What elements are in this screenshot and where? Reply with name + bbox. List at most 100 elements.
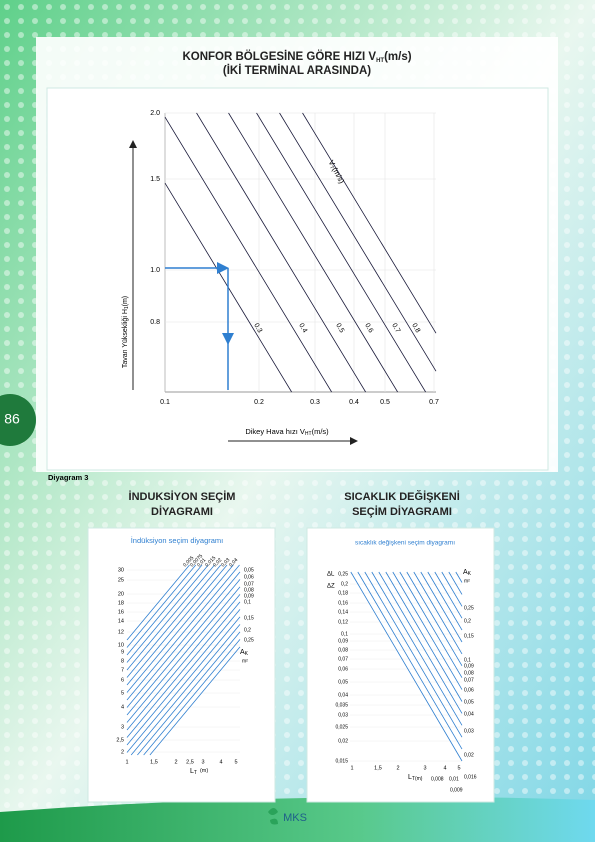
- y-tick-label: 1.5: [150, 176, 160, 183]
- diagonal-line: [130, 624, 241, 756]
- line-label: 0.8: [410, 322, 421, 334]
- x-tick-label: 2: [174, 759, 177, 765]
- diagonal-line: [364, 571, 463, 738]
- x-tick-label: 2: [396, 765, 399, 771]
- y-tick-label: 5: [121, 690, 124, 696]
- line-label: 0.3: [252, 322, 263, 334]
- diagonal-line: [126, 594, 241, 731]
- right-label: 0,016: [464, 774, 477, 780]
- top-label: 0,02: [212, 557, 223, 568]
- page-number-badge: [0, 394, 36, 446]
- main-diagram: 2.0 1.5 1.0 0.8 0.1 0.2 0.3 0.4 0.5 0.7 0.3 0.4 0.5 0…: [150, 110, 439, 406]
- y-tick-label: 2,5: [116, 737, 124, 743]
- x-tick-label: 4: [443, 765, 446, 771]
- y-tick-label: 0,035: [335, 702, 348, 708]
- y-tick-label: 0,08: [338, 647, 348, 653]
- y-axis-label: Tavan Yüksekliği H1(m): [122, 296, 130, 368]
- diagonal-line: [126, 564, 203, 656]
- diagonal-line: [406, 571, 463, 667]
- diagonal-line: [427, 571, 463, 631]
- right-label: 0,08: [244, 587, 254, 593]
- diagonal-line: [256, 112, 426, 393]
- x-tick-label: 1,5: [374, 765, 382, 771]
- right-label: 0,2: [464, 618, 471, 624]
- logo: MKS: [283, 812, 307, 824]
- diagonal-line: [126, 601, 241, 738]
- y-tick-label: 0,14: [338, 609, 348, 615]
- right-label: 0,02: [464, 752, 474, 758]
- y-tick-label: 0,03: [338, 712, 348, 718]
- page-number: 86: [4, 411, 20, 427]
- y-tick-label: 0,09: [338, 638, 348, 644]
- right-label: 0,03: [464, 728, 474, 734]
- diagonal-line: [420, 571, 463, 643]
- diagonal-line: [350, 571, 463, 762]
- line-label: 0.4: [297, 322, 308, 334]
- y-tick-label: 0,015: [335, 758, 348, 764]
- diagonal-line: [126, 616, 241, 753]
- right-label: 0,06: [244, 574, 254, 580]
- right-label: 0,05: [244, 567, 254, 573]
- diagonal-line: [137, 631, 241, 756]
- x-tick-label: 0.1: [160, 399, 170, 406]
- x-tick-label: 0.5: [380, 399, 390, 406]
- left-title: İndüksiyon seçim diyagramı: [131, 536, 224, 545]
- diagonal-line: [164, 116, 332, 393]
- top-label: 0,03: [220, 557, 231, 568]
- diagonal-line: [392, 571, 463, 690]
- diagonal-line: [126, 571, 241, 708]
- section-heading: SICAKLIK DEĞİŞKENİ: [344, 490, 460, 503]
- line-label: 0.5: [334, 322, 345, 334]
- right-label: 0,06: [464, 687, 474, 693]
- y-tick-label: 0,18: [338, 590, 348, 596]
- main-title: KONFOR BÖLGESİNE GÖRE HIZI VHT(m/s): [182, 50, 411, 64]
- y-tick-label: 9: [121, 649, 124, 655]
- y-tick-label: 0.8: [150, 319, 160, 326]
- bottom-swoosh: [0, 796, 595, 842]
- diagonal-line: [126, 609, 241, 746]
- y-tick-label: 8: [121, 658, 124, 664]
- x-tick-label: 0.2: [254, 399, 264, 406]
- main-subtitle: (İKİ TERMİNAL ARASINDA): [223, 64, 371, 77]
- section-heading: İNDUKSİYON SEÇİM: [129, 490, 236, 503]
- right-label: 0,09: [464, 663, 474, 669]
- caption: Diyagram 3: [48, 473, 88, 482]
- bottom-label: 0,01: [449, 776, 459, 782]
- right-label: 0,1: [464, 657, 471, 663]
- x-tick-label: 1: [350, 765, 353, 771]
- diagonal-line: [126, 564, 197, 648]
- line-label: 0.7: [390, 322, 401, 334]
- right-label: 0,09: [244, 593, 254, 599]
- right-label: 0,25: [244, 637, 254, 643]
- y-tick-label: 0,12: [338, 619, 348, 625]
- diagonal-line: [378, 571, 463, 714]
- diagonal-line: [357, 571, 463, 750]
- y-tick-label: 20: [118, 591, 124, 597]
- y-tick-label: 18: [118, 600, 124, 606]
- y-tick-label: 0,04: [338, 692, 348, 698]
- diagonal-line: [399, 571, 463, 678]
- x-tick-label: 0.3: [310, 399, 320, 406]
- y-tick-label: 1.0: [150, 267, 160, 274]
- diagonal-line: [149, 646, 241, 756]
- diagonal-line: [126, 564, 240, 701]
- right-x-label: LT(m): [408, 774, 423, 782]
- top-label: 0,04: [228, 557, 239, 568]
- diagonal-line: [126, 579, 241, 716]
- y-tick-label: 0,07: [338, 656, 348, 662]
- diagonal-line: [143, 639, 241, 756]
- x-tick-label: 3: [423, 765, 426, 771]
- x-tick-label: 0.7: [429, 399, 439, 406]
- y-tick-label: 14: [118, 618, 124, 624]
- y-tick-label: 0,05: [338, 679, 348, 685]
- top-label: 0,01: [196, 557, 207, 568]
- diagonal-line: [455, 571, 463, 583]
- line-label: 0.6: [363, 322, 374, 334]
- y-tick-label: 0,25: [338, 571, 348, 577]
- right-label: 0,15: [464, 633, 474, 639]
- left-x-label: LT (m): [190, 768, 208, 776]
- diagonal-line: [371, 571, 463, 726]
- y-tick-label: 7: [121, 667, 124, 673]
- y-tick-label: 0,16: [338, 600, 348, 606]
